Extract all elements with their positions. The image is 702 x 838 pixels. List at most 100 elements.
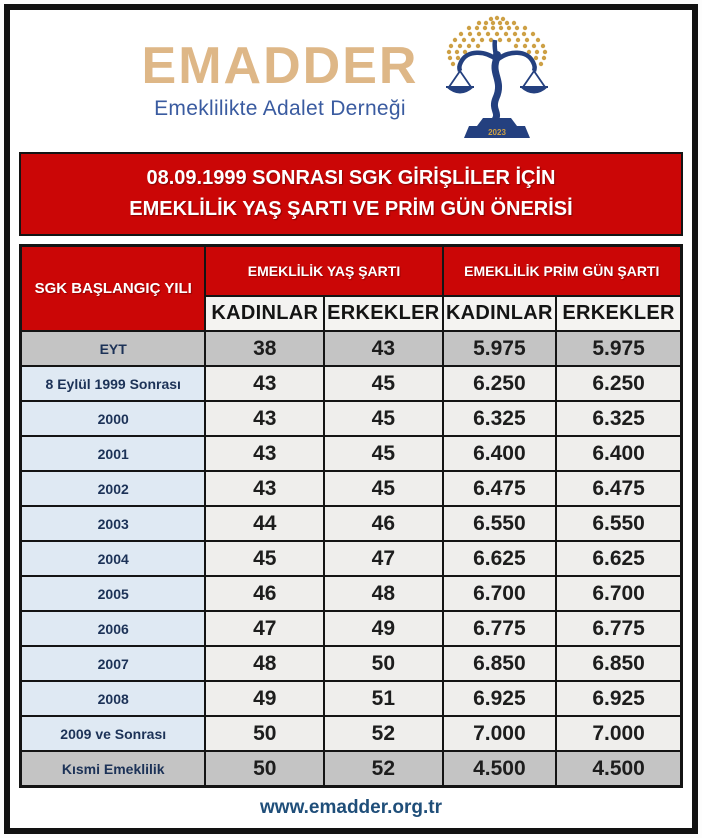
value-cell: 50 [204, 750, 326, 788]
value-cell: 43 [204, 400, 326, 437]
table-row: 2001 43 45 6.400 6.400 [19, 435, 683, 472]
value-cell: 46 [323, 505, 444, 542]
value-cell: 6.550 [441, 505, 558, 542]
row-label: Kısmi Emeklilik [19, 750, 207, 788]
website-link[interactable]: www.emadder.org.tr [260, 797, 442, 818]
col-header-emeklilik-prim-gun-sarti: EMEKLİLİK PRİM GÜN ŞARTI [441, 244, 683, 297]
col-header-sgk-baslangic-yili: SGK BAŞLANGIÇ YILI [19, 244, 207, 332]
value-cell: 6.925 [441, 680, 558, 717]
value-cell: 50 [204, 715, 326, 752]
value-cell: 5.975 [555, 330, 683, 367]
value-cell: 6.625 [441, 540, 558, 577]
value-cell: 6.250 [441, 365, 558, 402]
value-cell: 5.975 [441, 330, 558, 367]
sub-header-prim-erkekler: ERKEKLER [555, 295, 683, 332]
value-cell: 45 [323, 365, 444, 402]
value-cell: 45 [323, 435, 444, 472]
table-row: 2006 47 49 6.775 6.775 [19, 610, 683, 647]
value-cell: 6.775 [441, 610, 558, 647]
value-cell: 43 [204, 470, 326, 507]
row-label: 2009 ve Sonrası [19, 715, 207, 752]
sub-header-prim-kadinlar: KADINLAR [441, 295, 558, 332]
brand-name: EMADDER [141, 36, 419, 95]
table-row: 2008 49 51 6.925 6.925 [19, 680, 683, 717]
table-row: 2004 45 47 6.625 6.625 [19, 540, 683, 577]
value-cell: 6.700 [555, 575, 683, 612]
pension-table: SGK BAŞLANGIÇ YILI EMEKLİLİK YAŞ ŞARTI E… [19, 244, 683, 788]
table-row: 2002 43 45 6.475 6.475 [19, 470, 683, 507]
value-cell: 43 [323, 330, 444, 367]
brand-header: EMADDER Emeklilikte Adalet Derneği [19, 10, 683, 150]
sub-header-row: KADINLAR ERKEKLER KADINLAR ERKEKLER [21, 295, 683, 332]
value-cell: 45 [323, 470, 444, 507]
row-label: 2005 [19, 575, 207, 612]
group-header-row: SGK BAŞLANGIÇ YILI EMEKLİLİK YAŞ ŞARTI E… [19, 244, 683, 332]
row-label: 2001 [19, 435, 207, 472]
value-cell: 38 [204, 330, 326, 367]
value-cell: 7.000 [441, 715, 558, 752]
brand-textblock: EMADDER Emeklilikte Adalet Derneği [142, 40, 419, 121]
value-cell: 48 [323, 575, 444, 612]
value-cell: 6.700 [441, 575, 558, 612]
col-header-emeklilik-yas-sarti: EMEKLİLİK YAŞ ŞARTI [204, 244, 444, 297]
table-row: 2005 46 48 6.700 6.700 [19, 575, 683, 612]
value-cell: 6.475 [441, 470, 558, 507]
title-banner: 08.09.1999 SONRASI SGK GİRİŞLİLER İÇİN E… [19, 152, 683, 236]
poster: EMADDER Emeklilikte Adalet Derneği [4, 4, 698, 834]
row-label: 2007 [19, 645, 207, 682]
sub-header-yas-erkekler: ERKEKLER [323, 295, 444, 332]
sub-header-yas-kadinlar: KADINLAR [204, 295, 326, 332]
table-row: 2003 44 46 6.550 6.550 [19, 505, 683, 542]
value-cell: 48 [204, 645, 326, 682]
value-cell: 43 [204, 365, 326, 402]
value-cell: 45 [204, 540, 326, 577]
value-cell: 52 [323, 750, 444, 788]
title-line-1: 08.09.1999 SONRASI SGK GİRİŞLİLER İÇİN [146, 167, 556, 189]
value-cell: 6.925 [555, 680, 683, 717]
value-cell: 6.325 [555, 400, 683, 437]
value-cell: 6.850 [441, 645, 558, 682]
value-cell: 46 [204, 575, 326, 612]
value-cell: 6.400 [441, 435, 558, 472]
value-cell: 52 [323, 715, 444, 752]
brand-subtitle: Emeklilikte Adalet Derneği [154, 96, 406, 120]
value-cell: 6.250 [555, 365, 683, 402]
row-label: 2004 [19, 540, 207, 577]
value-cell: 7.000 [555, 715, 683, 752]
table-row: 2009 ve Sonrası 50 52 7.000 7.000 [19, 715, 683, 752]
row-label: 2006 [19, 610, 207, 647]
value-cell: 49 [204, 680, 326, 717]
value-cell: 51 [323, 680, 444, 717]
value-cell: 6.550 [555, 505, 683, 542]
value-cell: 4.500 [441, 750, 558, 788]
value-cell: 6.325 [441, 400, 558, 437]
table-row: 2007 48 50 6.850 6.850 [19, 645, 683, 682]
tree-trunk-figure [491, 51, 503, 124]
value-cell: 6.625 [555, 540, 683, 577]
row-label: 8 Eylül 1999 Sonrası [19, 365, 207, 402]
value-cell: 50 [323, 645, 444, 682]
table-row: 8 Eylül 1999 Sonrası 43 45 6.250 6.250 [19, 365, 683, 402]
value-cell: 43 [204, 435, 326, 472]
value-cell: 44 [204, 505, 326, 542]
value-cell: 47 [204, 610, 326, 647]
value-cell: 47 [323, 540, 444, 577]
title-line-2: EMEKLİLİK YAŞ ŞARTI VE PRİM GÜN ÖNERİSİ [129, 198, 573, 220]
value-cell: 4.500 [555, 750, 683, 788]
table-body: EYT 38 43 5.975 5.975 8 Eylül 1999 Sonrası 43 4… [19, 330, 683, 788]
tree-canopy-leaves [447, 15, 548, 67]
table-row: EYT 38 43 5.975 5.975 [19, 330, 683, 367]
scale-pans [446, 87, 549, 94]
value-cell: 6.475 [555, 470, 683, 507]
value-cell: 6.775 [555, 610, 683, 647]
value-cell: 49 [323, 610, 444, 647]
row-label: 2000 [19, 400, 207, 437]
value-cell: 45 [323, 400, 444, 437]
justice-tree-logo-icon: 2023 [446, 15, 549, 138]
logo-year: 2023 [489, 128, 507, 137]
table-row: Kısmi Emeklilik 50 52 4.500 4.500 [19, 750, 683, 788]
row-label: EYT [19, 330, 207, 367]
table-row: 2000 43 45 6.325 6.325 [19, 400, 683, 437]
row-label: 2003 [19, 505, 207, 542]
logo-base: 2023 [464, 118, 531, 138]
